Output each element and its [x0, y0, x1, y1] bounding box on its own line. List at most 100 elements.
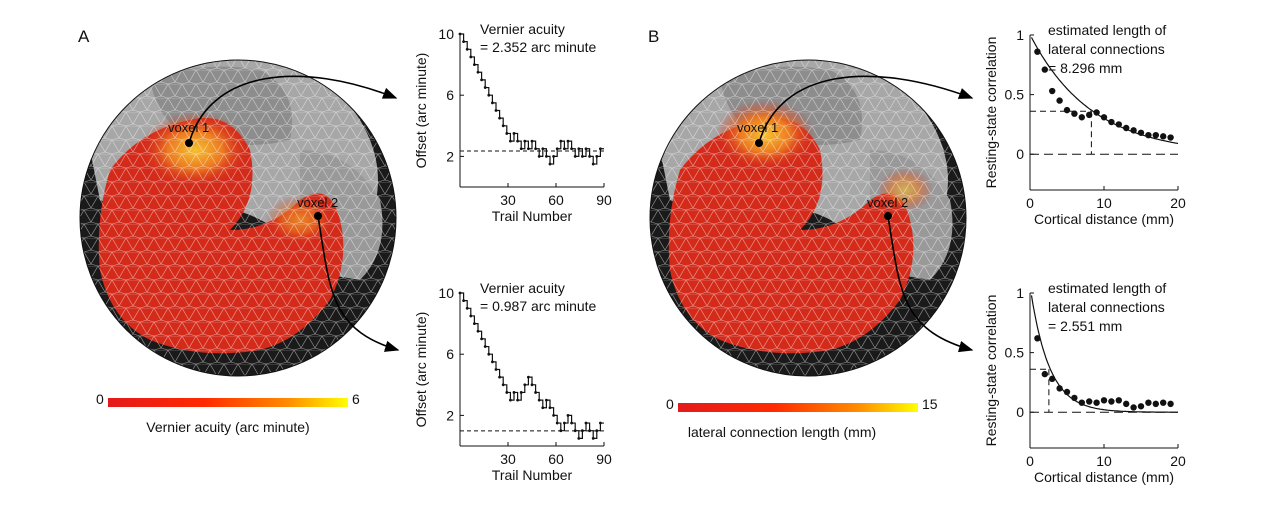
data-point	[1137, 129, 1145, 136]
data-point	[1041, 66, 1049, 73]
staircase-point	[599, 147, 602, 151]
staircase-point	[487, 352, 491, 356]
staircase-point	[462, 40, 465, 44]
y-tick-label: 0.5	[1005, 345, 1025, 361]
x-tick-label: 20	[1170, 453, 1186, 469]
y-tick-label: 2	[446, 407, 454, 423]
x-axis-label: Trail Number	[492, 208, 573, 224]
staircase-point	[476, 329, 480, 333]
x-tick-label: 30	[500, 451, 516, 467]
brain-image-b	[649, 59, 967, 377]
staircase-point	[552, 155, 555, 158]
annotation-line: estimated length of	[1048, 280, 1166, 296]
staircase-point	[465, 306, 469, 310]
fit-curve	[1030, 295, 1178, 413]
staircase-point	[473, 63, 476, 66]
y-axis-label: Resting-state correlation	[983, 37, 999, 189]
data-point	[1108, 398, 1115, 405]
data-point	[1167, 134, 1174, 141]
staircase-point	[527, 147, 530, 151]
staircase-point	[516, 139, 519, 143]
staircase-point	[516, 398, 519, 402]
data-point	[1152, 400, 1160, 408]
staircase-point	[548, 162, 552, 166]
staircase-point	[545, 398, 548, 402]
staircase-point	[563, 147, 566, 151]
y-tick-label: 2	[446, 148, 454, 164]
staircase-point	[584, 421, 588, 425]
staircase-point	[545, 155, 548, 158]
data-point	[1071, 110, 1078, 117]
arrow-voxel-2-a	[317, 215, 400, 352]
data-point	[1115, 397, 1123, 404]
data-point	[1108, 118, 1115, 126]
y-axis-label: Offset (arc minute)	[413, 53, 429, 169]
data-point	[1071, 394, 1078, 402]
staircase-point	[534, 391, 537, 394]
data-point	[1130, 404, 1137, 411]
staircase-point	[458, 291, 462, 295]
staircase-point	[458, 32, 462, 36]
staircase-point	[530, 139, 534, 143]
staircase-point	[498, 116, 501, 120]
staircase-point	[552, 414, 555, 417]
staircase-point	[469, 314, 473, 318]
colorbar-b	[678, 403, 918, 412]
data-point	[1130, 127, 1137, 134]
staircase-point	[591, 436, 595, 440]
staircase-point	[523, 383, 527, 387]
x-tick-label: 0	[1026, 195, 1034, 211]
staircase-point	[469, 55, 473, 59]
staircase-point	[534, 147, 537, 151]
y-tick-label: 10	[438, 285, 454, 301]
staircase-point	[588, 155, 591, 158]
x-tick-label: 90	[596, 451, 612, 467]
data-point	[1056, 385, 1063, 392]
staircase-point	[584, 147, 588, 151]
staircase-point	[519, 147, 523, 151]
staircase-point	[505, 391, 509, 394]
y-tick-label: 6	[446, 87, 454, 103]
x-tick-label: 60	[548, 451, 564, 467]
staircase-point	[476, 70, 480, 74]
x-tick-label: 0	[1026, 453, 1034, 469]
y-tick-label: 0	[1016, 404, 1024, 420]
correlation-plot-voxel-2: 0 10 20 0 0.5 1 Cortical distance (mm) Resting-…	[983, 280, 1186, 485]
y-tick-label: 0.5	[1005, 87, 1025, 103]
staircase-point	[480, 337, 483, 341]
staircase-point	[577, 436, 581, 440]
data-point	[1123, 400, 1130, 408]
y-tick-label: 1	[1016, 285, 1024, 301]
staircase-point	[519, 391, 523, 394]
x-tick-label: 60	[548, 192, 564, 208]
correlation-plot-voxel-1: 0 10 20 0 0.5 1 Cortical distance (mm) Resting-…	[983, 22, 1186, 227]
staircase-point	[505, 132, 509, 135]
staircase-point	[537, 155, 541, 158]
data-point	[1115, 121, 1123, 128]
staircase-line	[460, 292, 604, 439]
staircase-point	[541, 406, 545, 410]
voxel-2-label-a: voxel 2	[297, 195, 338, 210]
staircase-point	[591, 162, 595, 166]
arrow-voxel-2-b	[887, 215, 974, 353]
staircase-point	[577, 147, 581, 151]
data-point	[1160, 133, 1167, 140]
staircase-point	[491, 360, 494, 364]
data-point	[1078, 114, 1086, 121]
colorbar-b-min: 0	[666, 396, 674, 412]
staircase-point	[566, 139, 570, 143]
y-tick-label: 6	[446, 346, 454, 362]
staircase-point	[473, 322, 476, 325]
data-point	[1049, 87, 1056, 95]
x-tick-label: 10	[1096, 453, 1112, 469]
staircase-point	[512, 391, 516, 394]
staircase-point	[494, 109, 498, 112]
data-point	[1160, 399, 1167, 406]
staircase-point	[563, 421, 566, 425]
data-point	[1167, 400, 1174, 408]
colorbar-a-min: 0	[96, 391, 104, 407]
annotation-line: = 0.987 arc minute	[480, 298, 597, 314]
data-point	[1049, 375, 1056, 383]
staircase-point	[509, 398, 512, 402]
